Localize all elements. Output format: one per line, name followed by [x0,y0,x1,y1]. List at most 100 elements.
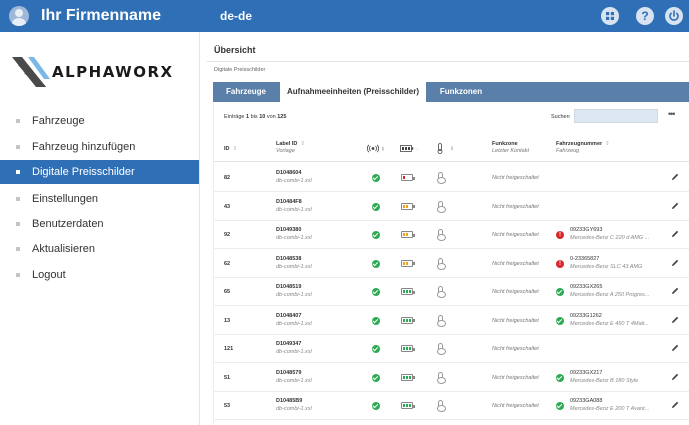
edit-pencil-icon[interactable] [670,400,680,410]
signal-column-icon[interactable]: ⇕ [366,144,386,155]
cell-vehicle: 09233GX265 Mercedes-Benz A 250 Progres... [570,284,649,298]
cell-zone: Nicht freigeschaltet [492,260,539,267]
search-input[interactable] [574,109,658,123]
sidebar-item-benutzerdaten[interactable]: Benutzerdaten [0,212,199,236]
signal-ok-icon [372,345,380,353]
sidebar-item-fahrzeuge[interactable]: Fahrzeuge [0,109,199,133]
sidebar-item-label: Fahrzeuge [32,115,85,127]
cell-id: 92 [224,232,231,238]
cell-label-id: D1048579 db-combi-1.xsl [276,370,312,384]
vehicle-error-icon: ! [556,259,564,268]
tab-aufnahmeeinheiten[interactable]: Aufnahmeeinheiten (Preisschilder) [280,82,426,102]
divider [207,61,689,62]
svg-text:↓: ↓ [416,147,419,153]
edit-pencil-icon[interactable] [670,201,680,211]
label-id-text: D10484F8 [276,198,302,205]
user-avatar-icon[interactable] [9,6,29,26]
edit-pencil-icon[interactable] [670,286,680,296]
signal-ok-icon [372,402,380,410]
cell-zone: Nicht freigeschaltet [492,232,539,238]
sidebar-item-logout[interactable]: Logout [0,263,199,287]
label-id-text: D1048538 [276,255,302,262]
table-row[interactable]: 121 D1049347 db-combi-1.xsl Nicht freigesch… [214,335,689,363]
vehicle-error-icon: ! [556,231,564,239]
edit-pencil-icon[interactable] [670,258,680,268]
label-id-text: D1048407 [276,312,302,319]
cell-vehicle: 09233GY693 Mercedes-Benz C 220 d AMG ... [570,227,649,241]
column-subheader-template: Vorlage [276,148,295,154]
cell-label-id: D1048519 db-combi-1.xsl [276,284,312,298]
cell-zone: Nicht freigeschaltet [492,374,539,381]
page-title: Übersicht [214,45,256,55]
sidebar-item-digitale-preisschilder[interactable]: Digitale Preisschilder [0,160,199,184]
table-row[interactable]: 51 D1048579 db-combi-1.xsl Nicht freigescha… [214,364,689,392]
sidebar-item-label: Aktualisieren [32,243,95,255]
vehicle-ok-icon [556,373,564,382]
battery-icon [401,373,415,381]
vehicle-number: 0-23365827 [570,255,600,262]
table-row[interactable]: 13 D1048407 db-combi-1.xsl Nicht freigescha… [214,307,689,335]
sidebar-item-aktualisieren[interactable]: Aktualisieren [0,237,199,261]
vehicle-number: 09233GA088 [570,398,603,404]
thermometer-icon [437,229,446,241]
edit-pencil-icon[interactable] [670,229,680,239]
template-text: db-combi-1.xsl [276,406,312,412]
signal-ok-icon [372,231,380,239]
sidebar-item-label: Digitale Preisschilder [32,166,135,178]
tab-fahrzeuge[interactable]: Fahrzeuge [225,87,266,96]
vehicle-name: Mercedes-Benz E 450 T 4Mati... [570,320,649,327]
signal-ok-icon [372,316,380,325]
battery-icon [401,231,415,238]
entries-bis: bis [250,114,258,120]
vehicle-number: 09233G1262 [570,312,602,319]
grid-icon[interactable] [601,7,619,25]
cell-vehicle: 09233G1262 Mercedes-Benz E 450 T 4Mati... [570,313,649,327]
template-text: db-combi-1.xsl [276,263,312,270]
more-options-icon[interactable]: ••• [668,109,676,119]
edit-pencil-icon[interactable] [670,172,680,182]
search-label: Suchen [551,114,570,120]
battery-column-icon[interactable]: ↓ [400,144,422,155]
cell-label-id: D1048538 db-combi-1.xsl [276,256,312,270]
vehicle-number: 09233GX265 [570,284,603,290]
entries-total: 125 [277,114,287,120]
table-row[interactable]: 62 D1048538 db-combi-1.xsl Nicht freigescha… [214,250,689,278]
edit-pencil-icon[interactable] [670,315,680,325]
signal-ok-icon [372,288,380,296]
tab-funkzonen[interactable]: Funkzonen [439,87,483,96]
column-header-label[interactable]: Label ID ⇕ Vorlage [276,141,306,154]
cell-zone: Nicht freigeschaltet [492,403,539,409]
help-icon[interactable]: ? [636,7,654,25]
vehicle-name: Mercedes-Benz B 180 Style [570,377,639,384]
signal-ok-icon [372,202,380,211]
cell-label-id: D10485B9 db-combi-1.xsl [276,398,312,412]
table-row[interactable]: 43 D10484F8 db-combi-1.xsl Nicht freigescha… [214,193,689,221]
sidebar-item-einstellungen[interactable]: Einstellungen [0,187,199,211]
table-row[interactable]: 53 D10485B9 db-combi-1.xsl Nicht freigescha… [214,392,689,420]
template-text: db-combi-1.xsl [276,377,312,384]
column-header-zone[interactable]: Funkzone Letzter Kontakt [492,141,529,154]
cell-zone: Nicht freigeschaltet [492,175,539,181]
table-row[interactable]: 92 D1049380 db-combi-1.xsl Nicht freigescha… [214,221,689,249]
vehicle-ok-icon [556,402,564,410]
temperature-column-icon[interactable]: ⇕ [436,143,458,156]
edit-pencil-icon[interactable] [670,372,680,382]
column-header-id[interactable]: ID ⇕ [224,146,238,152]
table-row[interactable]: 82 D1048604 db-combi-1.xsl Nicht freigescha… [214,164,689,192]
column-subheader-vehicle: Fahrzeug [556,148,580,154]
language-selector[interactable]: de-de [220,9,253,23]
sidebar-item-fahrzeug-hinzufuegen[interactable]: Fahrzeug hinzufügen [0,135,199,159]
template-text: db-combi-1.xsl [276,235,312,241]
table-row[interactable]: 65 D1048519 db-combi-1.xsl Nicht freigescha… [214,278,689,306]
thermometer-icon [437,286,446,298]
vehicle-ok-icon [556,316,564,325]
column-header-vehicle[interactable]: Fahrzeugnummer ⇕ Fahrzeug [556,141,610,154]
sidebar-item-label: Benutzerdaten [32,218,104,230]
entries-to: 10 [259,114,266,120]
sidebar-item-label: Einstellungen [32,193,99,205]
breadcrumb[interactable]: Digitale Preisschilder [214,67,266,73]
thermometer-icon [437,172,446,184]
battery-icon [401,174,415,181]
edit-pencil-icon[interactable] [670,343,680,353]
power-icon[interactable] [665,7,683,25]
